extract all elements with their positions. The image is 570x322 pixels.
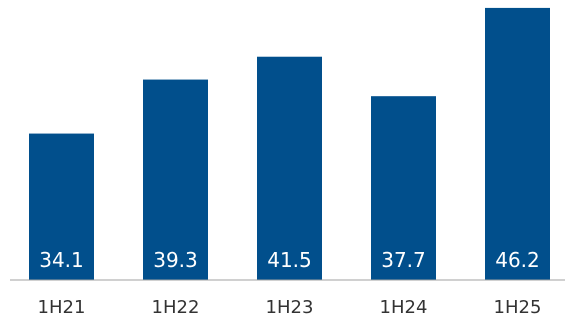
bar-1h21 [29, 133, 94, 280]
value-labels-group: 34.1 39.3 41.5 37.7 46.2 [39, 248, 540, 272]
x-tick-label-1h25: 1H25 [494, 297, 542, 318]
x-tick-label-1h21: 1H21 [38, 297, 86, 318]
value-label-1h22: 39.3 [153, 248, 198, 272]
bar-1h25 [485, 7, 550, 281]
bars-group [29, 7, 550, 281]
x-tick-label-1h22: 1H22 [152, 297, 200, 318]
value-label-1h23: 41.5 [267, 248, 312, 272]
x-tick-label-1h23: 1H23 [266, 297, 314, 318]
value-label-1h21: 34.1 [39, 248, 84, 272]
value-label-1h25: 46.2 [495, 248, 540, 272]
bar-1h22 [143, 79, 208, 280]
x-tick-label-1h24: 1H24 [380, 297, 428, 318]
value-label-1h24: 37.7 [381, 248, 426, 272]
bar-1h24 [371, 96, 436, 280]
bar-1h23 [257, 56, 322, 280]
x-tick-labels-group: 1H21 1H22 1H23 1H24 1H25 [38, 297, 542, 318]
